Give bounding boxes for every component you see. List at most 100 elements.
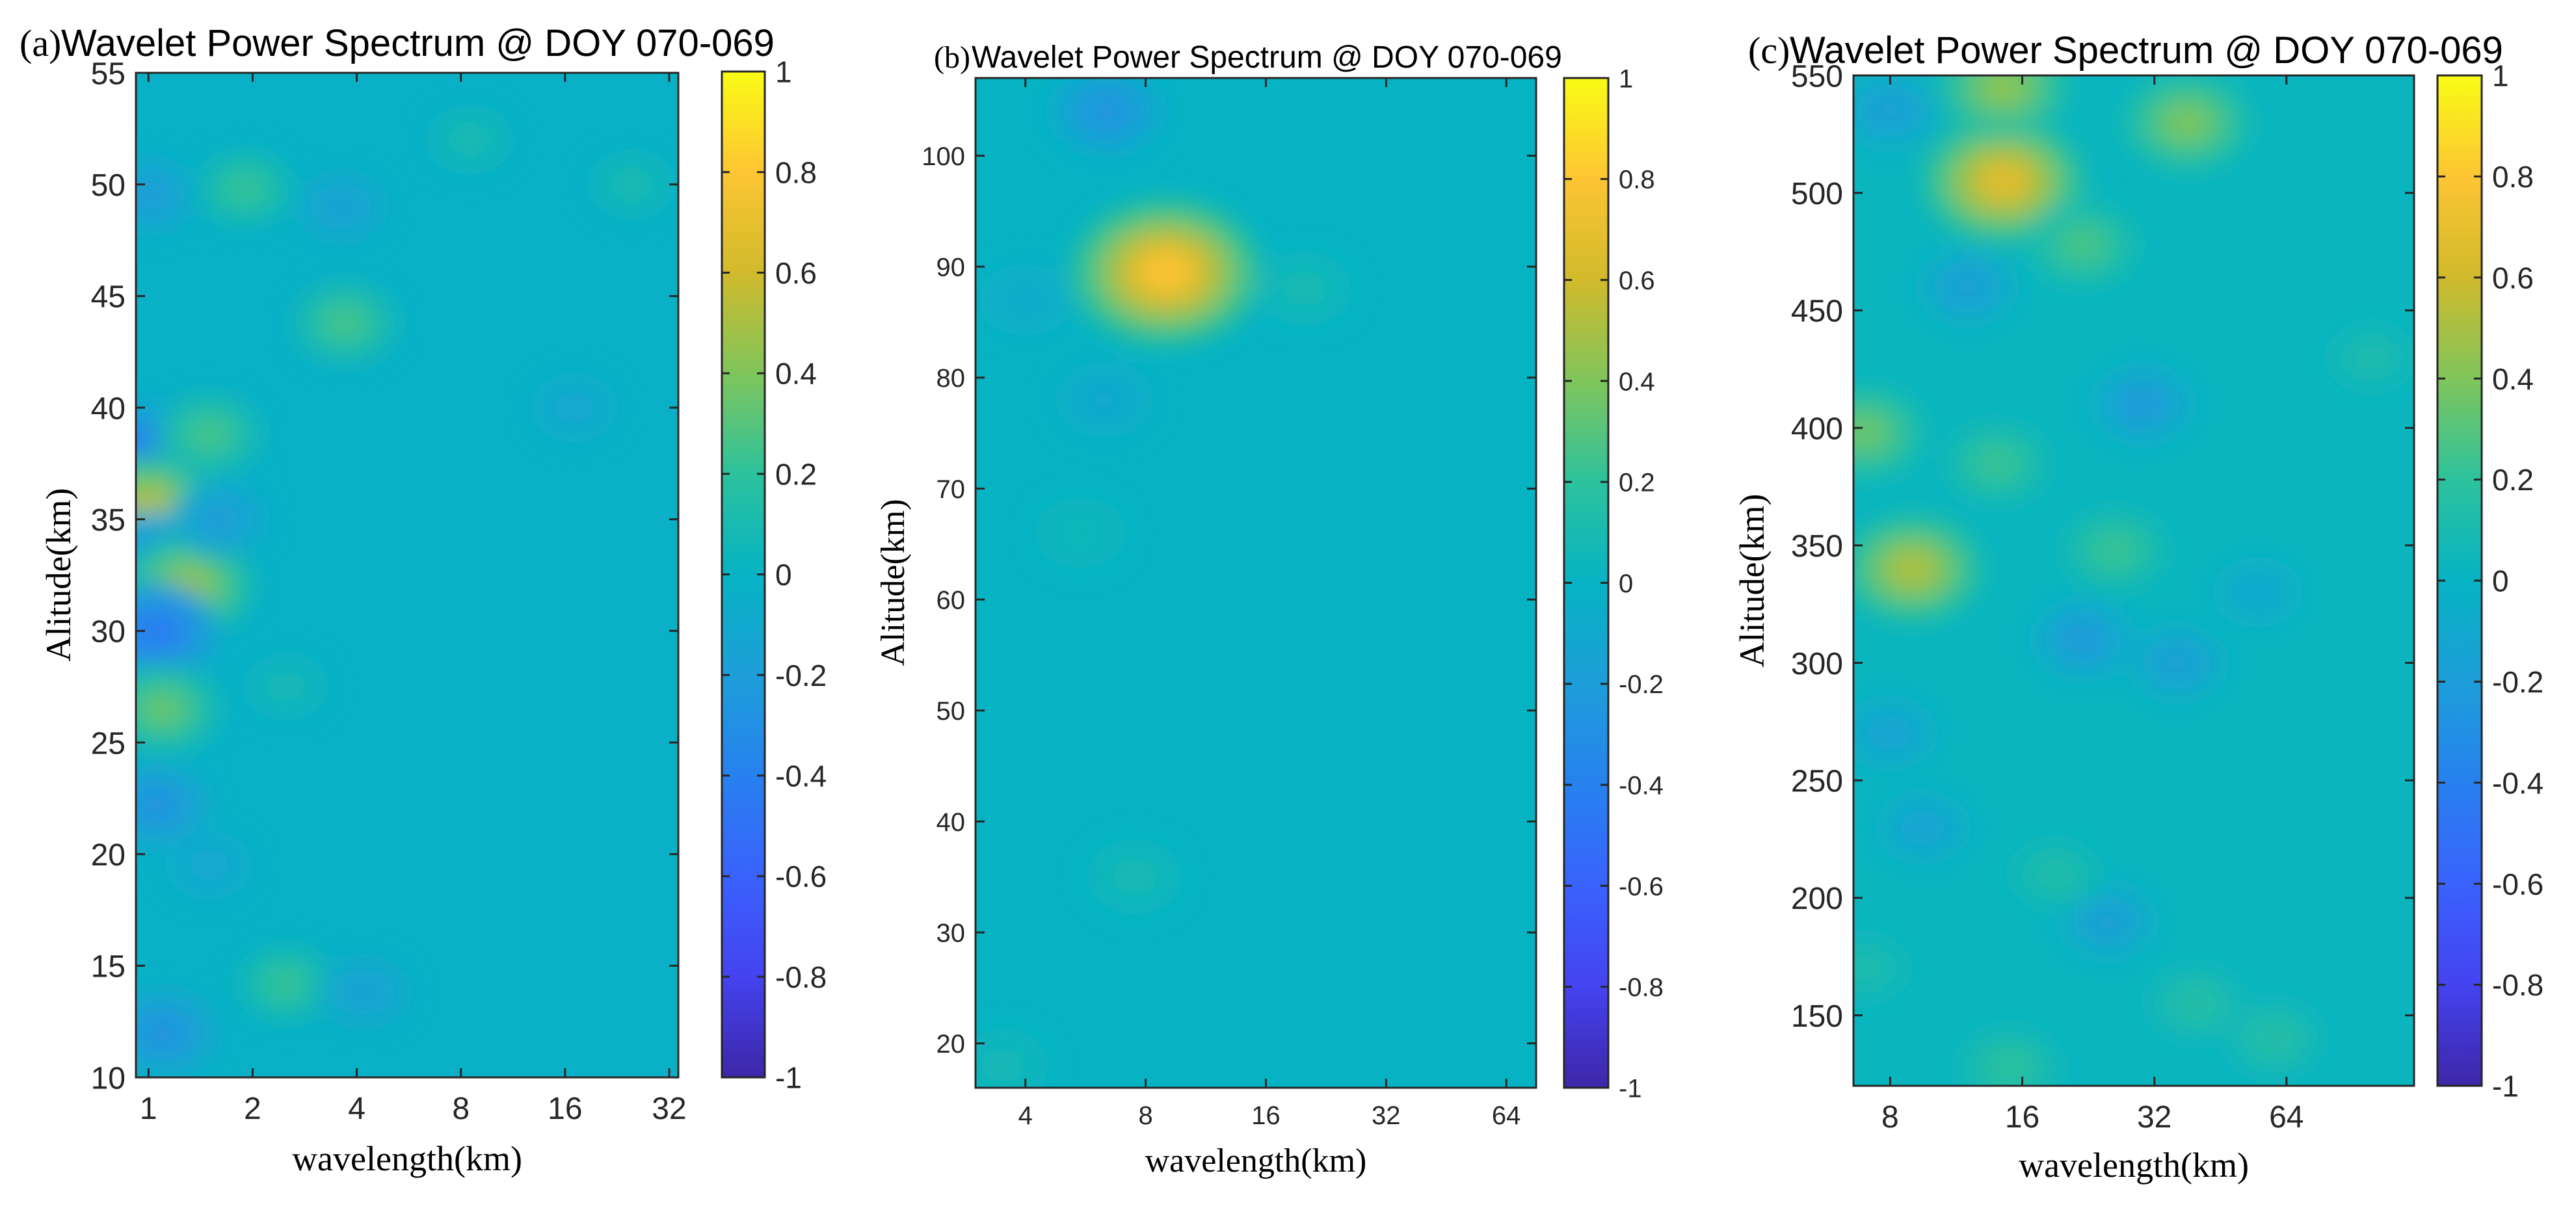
x-tick-label: 8 [1881,1100,1899,1135]
contour-blob-a-11-3 [230,178,259,200]
panel-a-xlabel: wavelength(km) [292,1139,522,1178]
x-tick-label: 8 [452,1092,470,1126]
contour-blob-c-5-3 [2067,232,2099,257]
colorbar-tick-label: 0.2 [775,457,817,491]
colorbar-tick-label: 0.6 [2492,261,2534,295]
y-tick-label: 20 [936,1030,966,1059]
y-tick-label: 250 [1791,764,1843,798]
y-tick-label: 50 [936,697,966,726]
x-tick-label: 2 [244,1092,261,1126]
colorbar-tick-label: 0.4 [775,357,817,391]
y-tick-label: 25 [91,726,126,761]
contour-blob-c-22-3 [1853,958,1878,979]
contour-blob-c-16-3 [2183,993,2211,1014]
colorbar-tick-label: -1 [2492,1070,2519,1103]
colorbar-tick-label: 1 [2492,59,2509,93]
panel-b-title: Wavelet Power Spectrum @ DOY 070-069 [972,40,1562,75]
y-tick-label: 200 [1791,882,1843,916]
colorbar-tick-label: -0.2 [2492,665,2543,699]
y-tick-label: 10 [91,1061,126,1096]
contour-blob-a-16-3 [274,677,299,696]
y-tick-label: 60 [936,586,966,614]
y-tick-label: 550 [1791,59,1843,94]
y-tick-label: 30 [936,919,966,947]
contour-blob-c-17-3 [1995,1056,2025,1078]
colorbar-tick-label: -0.2 [775,659,827,692]
contour-blob-a-9-3 [205,508,233,530]
colorbar-tick-label: 0 [1619,570,1633,598]
contour-blob-c-8-3 [1876,99,1905,122]
y-tick-label: 90 [936,254,966,282]
contour-blob-b-2-3 [1291,278,1318,300]
x-tick-label: 64 [2269,1100,2304,1135]
colorbar-tick-label: -0.6 [775,860,827,893]
x-tick-label: 32 [1372,1101,1401,1130]
colorbar-tick-label: -0.4 [2492,766,2543,800]
y-tick-label: 45 [91,280,126,315]
contour-blob-b-3-3 [1121,866,1148,888]
y-tick-label: 80 [936,364,966,393]
x-tick-label: 4 [348,1092,365,1126]
panel-c-label: (c) [1748,29,1790,72]
panel-a-label: (a) [20,22,61,64]
contour-blob-b-0-3 [1140,252,1192,293]
colorbar-tick-label: 0.8 [2492,160,2534,194]
y-tick-label: 35 [91,503,126,538]
contour-blob-c-10-3 [2127,393,2157,416]
panel-b-background [976,78,1536,1088]
colorbar-tick-label: -0.4 [775,759,827,793]
panel-b-colorbar-ticks: 1 0.8 0.6 0.4 0.2 0 -0.2 -0.4 -0.6 -0.8 -1 [1564,64,1664,1103]
panel-a-frame [135,72,680,1079]
contour-blob-c-2-3 [2170,109,2205,137]
y-tick-label: 300 [1791,647,1843,681]
contour-blob-b-4-3 [989,1055,1016,1076]
contour-blob-a-15-3 [351,982,377,1003]
y-tick-label: 350 [1791,529,1843,564]
contour-blob-a-13-3 [328,196,354,217]
panel-b-contours [976,78,1353,1088]
x-tick-label: 16 [2005,1100,2039,1135]
contour-blob-a-12-3 [330,311,360,335]
y-tick-label: 30 [91,615,126,650]
panel-b-frame [974,77,1537,1089]
panel-b-ticks: 4 8 16 32 64 20 30 40 50 60 70 80 90 100 [922,78,1536,1130]
contour-blob-b-7-3 [1067,523,1094,543]
colorbar-tick-label: 0.6 [1619,267,1655,295]
colorbar-tick-label: 1 [1619,64,1633,93]
contour-blob-c-3-3 [1892,553,1932,585]
contour-blob-c-18-3 [2261,1028,2288,1049]
colorbar-tick-label: 0.4 [2492,362,2534,396]
panel-c-ylabel: Alitude(km) [1733,494,1772,668]
colorbar-tick-label: -0.6 [2492,867,2543,901]
contour-blob-c-19-3 [1876,722,1904,744]
contour-blob-a-6-3 [140,793,171,817]
colorbar-tick-label: -0.8 [2492,968,2543,1002]
y-tick-label: 500 [1791,177,1843,211]
colorbar-tick-label: 0 [2492,564,2509,598]
panel-c-xlabel: wavelength(km) [2019,1146,2249,1185]
contour-blob-c-11-3 [2067,627,2098,651]
contour-blob-c-14-3 [1909,817,1937,838]
x-tick-label: 32 [2137,1100,2171,1135]
y-tick-label: 40 [91,391,126,426]
panel-b-ylabel: Alitude(km) [875,499,912,666]
panel-a-colorbar-ticks: 1 0.8 0.6 0.4 0.2 0 -0.2 -0.4 -0.6 -0.8 -1 [722,55,827,1095]
panel-a-title: Wavelet Power Spectrum @ DOY 070-069 [61,22,775,64]
contour-blob-c-4-3 [1853,419,1882,446]
colorbar-tick-label: 1 [775,55,792,89]
x-tick-label: 16 [1251,1101,1281,1130]
contour-blob-c-6-3 [1982,451,2012,475]
panel-b-xlabel: wavelength(km) [1145,1142,1367,1179]
x-tick-label: 32 [652,1092,686,1126]
y-tick-label: 15 [91,950,126,984]
y-tick-label: 400 [1791,412,1843,446]
contour-blob-a-17-3 [196,856,222,875]
colorbar-tick-label: -0.6 [1619,873,1664,901]
contour-blob-a-19-3 [619,174,645,194]
panel-c: (c) Wavelet Power Spectrum @ DOY 070-069… [1733,29,2543,1185]
colorbar-tick-label: 0 [775,558,792,592]
colorbar-tick-label: 0.2 [2492,463,2534,497]
contour-blob-c-15-3 [2244,582,2271,603]
colorbar-tick-label: -0.4 [1619,772,1664,800]
contour-blob-b-1-3 [1090,98,1124,124]
